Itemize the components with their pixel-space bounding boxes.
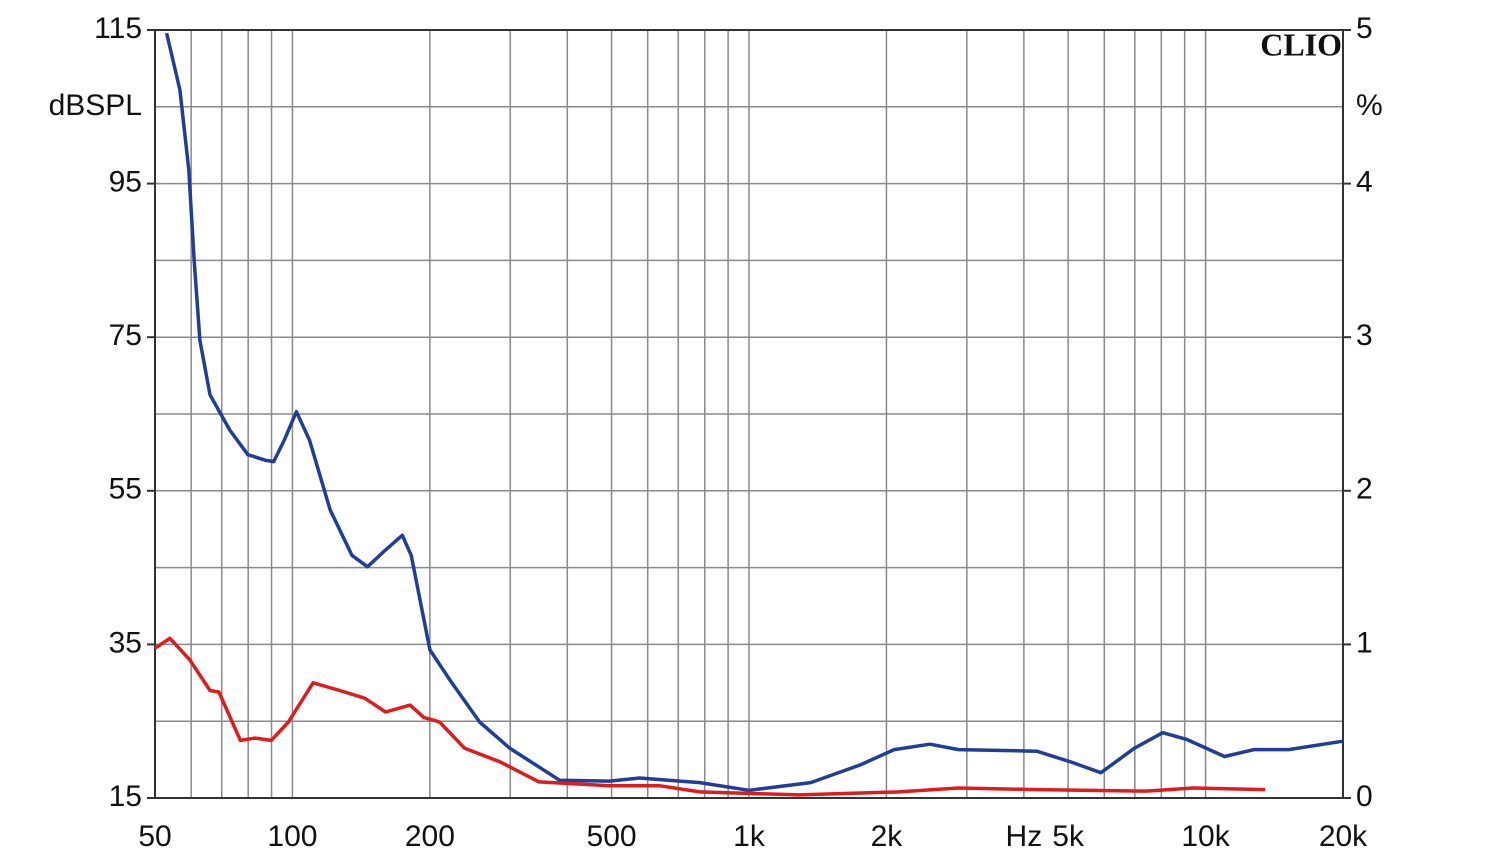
line-series — [154, 636, 1266, 797]
y2-tick-label: 2 — [1356, 473, 1373, 506]
plot-frame — [154, 29, 1344, 799]
y-axis-label: dBSPL — [49, 89, 142, 122]
x-tick-label: 500 — [587, 820, 637, 853]
y2-tick-label: 5 — [1356, 12, 1373, 45]
y-tick-label: 15 — [109, 780, 142, 813]
x-tick-label: 200 — [405, 820, 455, 853]
y-tick-label: 75 — [109, 319, 142, 352]
x-tick-label: 5k — [1052, 820, 1085, 853]
y2-tick-label: 4 — [1356, 166, 1373, 199]
y-tick-label: 115 — [94, 12, 142, 45]
y-tick-label: 95 — [109, 166, 142, 199]
x-unit-label: Hz — [1006, 820, 1043, 853]
x-tick-label: 2k — [871, 820, 904, 853]
x-tick-label: 1k — [733, 820, 766, 853]
y2-axis-label: % — [1356, 89, 1383, 122]
x-tick-label: 10k — [1181, 820, 1230, 853]
x-tick-label: 100 — [267, 820, 317, 853]
x-tick-label: 50 — [138, 820, 171, 853]
y2-tick-label: 1 — [1356, 626, 1373, 659]
y2-tick-label: 0 — [1356, 780, 1373, 813]
line-series — [164, 32, 1344, 793]
y-tick-label: 35 — [109, 626, 142, 659]
watermark: CLIO — [1260, 26, 1342, 62]
y2-tick-label: 3 — [1356, 319, 1373, 352]
x-tick-label: 20k — [1319, 820, 1368, 853]
y-tick-label: 55 — [109, 473, 142, 506]
